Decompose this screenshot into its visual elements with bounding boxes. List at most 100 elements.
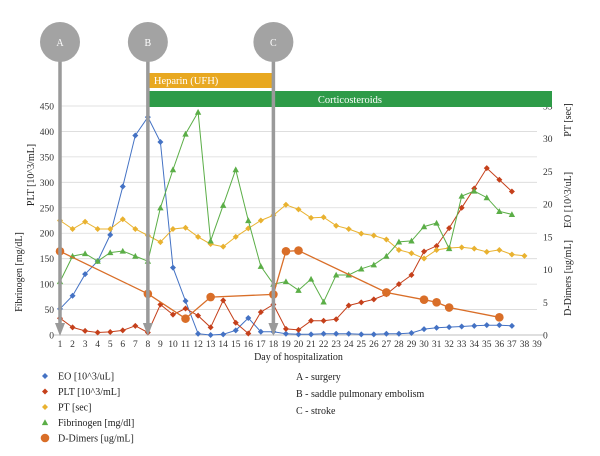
data-point <box>94 258 101 264</box>
event-marker <box>40 22 80 62</box>
data-point <box>69 292 76 299</box>
data-point <box>157 239 164 246</box>
data-point <box>358 299 365 306</box>
data-point <box>169 264 176 271</box>
treatment-band <box>147 73 274 88</box>
data-point <box>383 236 390 243</box>
x-tick-label: 25 <box>357 340 367 350</box>
data-point <box>195 330 202 337</box>
legend-marker <box>42 404 48 410</box>
x-tick-label: 9 <box>158 340 163 350</box>
data-point <box>320 298 327 305</box>
data-point <box>295 326 302 333</box>
y-right-tick-label: 30 <box>543 135 553 145</box>
data-point <box>220 297 227 304</box>
x-tick-label: 34 <box>469 340 479 350</box>
y-left-tick-label: 200 <box>40 230 55 240</box>
x-tick-label: 26 <box>369 340 379 350</box>
data-point <box>495 313 504 322</box>
data-point <box>458 244 465 251</box>
x-tick-label: 33 <box>457 340 467 350</box>
data-point <box>282 325 289 332</box>
data-point <box>408 271 415 278</box>
event-key-label: B - saddle pulmonary embolism <box>296 389 425 400</box>
x-tick-label: 24 <box>344 340 354 350</box>
y-right-axis-title: D-Dimers [ug/mL] <box>563 240 574 316</box>
data-point <box>345 330 352 337</box>
y-right-tick-label: 0 <box>543 332 548 342</box>
data-point <box>420 223 428 230</box>
x-tick-label: 10 <box>168 340 178 350</box>
y-left-tick-label: 150 <box>40 255 55 265</box>
x-tick-label: 29 <box>407 340 417 350</box>
event-arrowhead <box>142 323 153 336</box>
data-point <box>220 331 227 338</box>
event-label: B <box>145 38 152 49</box>
y-right-tick-label: 5 <box>543 299 548 309</box>
data-point <box>245 330 252 337</box>
data-point <box>444 303 454 312</box>
x-tick-label: 31 <box>432 340 442 350</box>
data-point <box>408 250 415 257</box>
x-tick-label: 1 <box>58 340 63 350</box>
y-left-tick-label: 450 <box>40 103 55 113</box>
data-point <box>169 166 177 173</box>
x-tick-label: 18 <box>269 340 279 350</box>
y-right-axis-title: PT [sec] <box>563 103 574 136</box>
data-point <box>458 204 465 211</box>
data-point <box>132 226 139 233</box>
data-point <box>257 309 264 316</box>
y-right-tick-label: 25 <box>543 168 553 178</box>
data-point <box>458 192 465 199</box>
data-point <box>94 226 101 233</box>
event-arrowhead <box>55 323 65 336</box>
data-point <box>232 166 239 173</box>
x-tick-label: 17 <box>256 340 266 350</box>
x-tick-label: 37 <box>507 340 517 350</box>
series-line <box>59 116 512 336</box>
x-tick-label: 19 <box>281 340 291 350</box>
event-arrowhead <box>268 323 279 336</box>
data-point <box>333 316 340 323</box>
data-point <box>496 246 503 253</box>
x-tick-label: 6 <box>120 340 125 350</box>
data-point <box>169 226 176 233</box>
x-tick-label: 38 <box>520 340 530 350</box>
x-tick-label: 35 <box>482 340 492 350</box>
data-point <box>483 165 490 172</box>
data-point <box>382 288 391 297</box>
legend-label: D-Dimers [ug/mL] <box>58 434 134 445</box>
data-point <box>395 330 402 337</box>
data-point <box>94 329 101 336</box>
data-point <box>433 219 440 226</box>
legend-marker <box>42 388 48 395</box>
y-left-tick-label: 250 <box>40 204 55 214</box>
data-point <box>82 218 89 225</box>
data-point <box>308 214 315 221</box>
data-point <box>169 311 176 318</box>
data-point <box>207 332 214 338</box>
x-axis-title: Day of hospitalization <box>254 352 343 363</box>
y-right-tick-label: 10 <box>543 266 553 276</box>
data-point <box>370 331 377 338</box>
y-left-tick-label: 100 <box>40 281 55 291</box>
data-point <box>471 245 478 252</box>
event-marker <box>253 22 294 62</box>
data-point <box>521 252 528 259</box>
legend-label: PLT [10^3/mL] <box>58 387 120 398</box>
x-tick-label: 32 <box>444 340 454 350</box>
x-tick-label: 8 <box>145 340 150 350</box>
y-left-tick-label: 0 <box>49 332 54 342</box>
data-point <box>421 248 428 255</box>
data-point <box>132 132 139 139</box>
data-point <box>332 271 340 278</box>
data-point <box>496 208 503 214</box>
data-point <box>508 322 515 329</box>
x-tick-label: 3 <box>83 340 88 350</box>
data-point <box>132 252 139 259</box>
data-point <box>182 297 189 304</box>
data-point <box>282 201 289 208</box>
x-tick-label: 12 <box>193 340 203 350</box>
x-tick-label: 7 <box>133 340 138 350</box>
x-tick-label: 36 <box>495 340 505 350</box>
